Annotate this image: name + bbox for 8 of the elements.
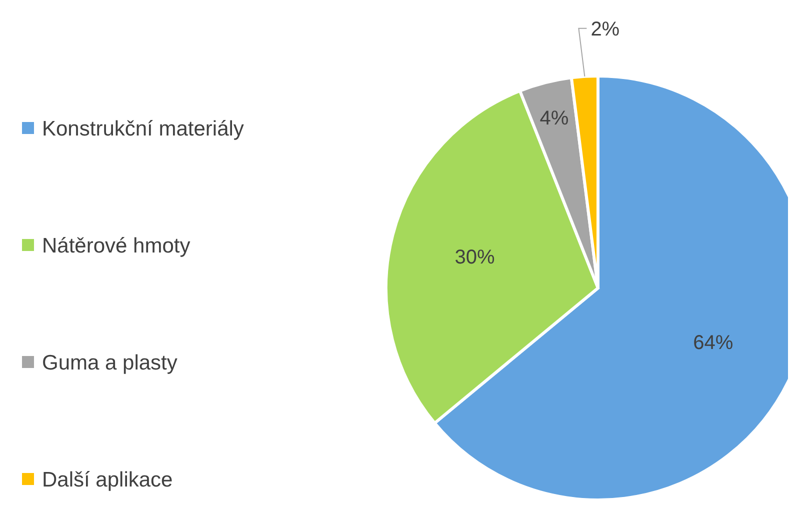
legend-label: Guma a plasty [42,351,178,374]
legend-label: Nátěrové hmoty [42,234,191,258]
data-label: 30% [454,246,496,268]
data-label: 64% [693,332,734,354]
legend-label: Konstrukční materiály [42,117,244,140]
legend-label: Další aplikace [42,468,173,492]
data-label: 4% [540,108,569,130]
data-label: 2% [590,18,620,40]
